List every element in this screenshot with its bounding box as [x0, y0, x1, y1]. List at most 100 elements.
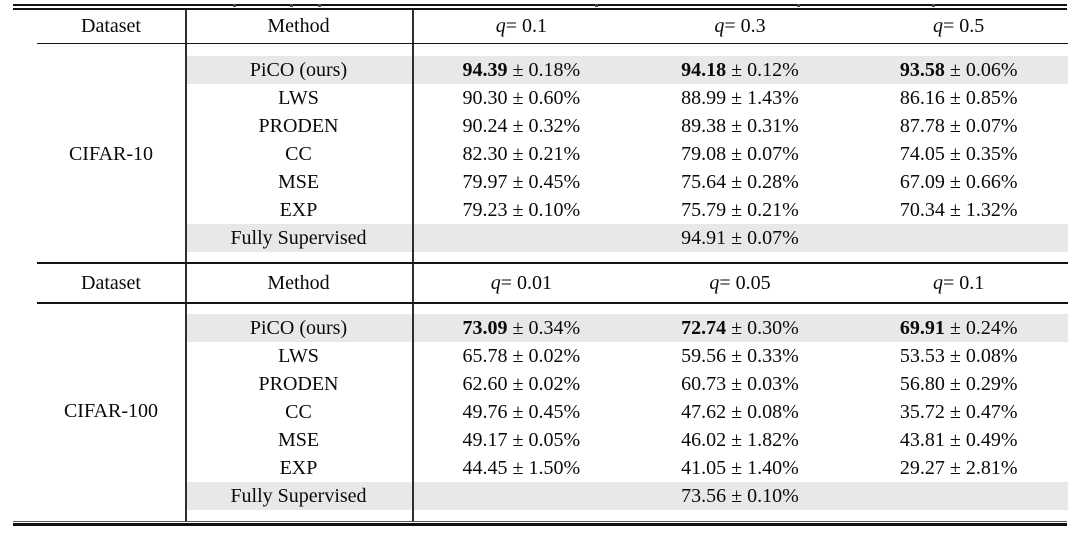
method-cell-pico: PiCO (ours): [185, 313, 412, 342]
dataset-column-header: Dataset: [81, 14, 141, 37]
accuracy-std: ± 0.47%: [944, 400, 1018, 423]
value-cell: 79.97 ± 0.45%: [412, 168, 631, 196]
accuracy-std: ± 0.08%: [944, 344, 1018, 367]
method-cell: MSE: [277, 428, 320, 451]
method-column-header: Method: [267, 271, 330, 294]
accuracy-mean: 60.73: [681, 372, 727, 395]
value-cell: 74.05 ± 0.35%: [849, 140, 1068, 168]
dataset-column-header: Dataset: [81, 271, 141, 294]
value-cell: 82.30 ± 0.21%: [412, 140, 631, 168]
caption-descender-fragment: [595, 4, 598, 7]
value-cell: 72.74 ± 0.30%: [630, 313, 850, 342]
accuracy-std: ± 0.85%: [944, 87, 1018, 110]
accuracy-std: ± 0.66%: [944, 171, 1018, 194]
value-cell: 75.79 ± 0.21%: [631, 196, 850, 224]
table-bottom-double-rule: [13, 520, 1067, 527]
q-value: = 0.05: [719, 271, 771, 294]
q-value: = 0.1: [505, 14, 547, 37]
method-cell-pico: PiCO (ours): [185, 56, 412, 85]
method-cell: LWS: [278, 87, 319, 110]
accuracy-mean: 79.08: [681, 143, 727, 166]
q-variable: q: [495, 14, 506, 37]
accuracy-std: ± 0.08%: [726, 400, 799, 423]
accuracy-std: ± 0.45%: [507, 400, 581, 423]
accuracy-std: ± 0.33%: [726, 344, 799, 367]
method-cell: EXP: [279, 199, 318, 222]
value-cell: 59.56 ± 0.33%: [631, 342, 850, 370]
value-cell: 47.62 ± 0.08%: [631, 398, 850, 426]
accuracy-mean: 90.30: [462, 87, 508, 110]
value-cell: 86.16 ± 0.85%: [849, 84, 1068, 112]
accuracy-mean: 62.60: [462, 372, 508, 395]
accuracy-std: ± 0.10%: [507, 199, 581, 222]
accuracy-std: ± 0.32%: [507, 115, 581, 138]
accuracy-mean: 86.16: [899, 87, 945, 110]
value-cell: 49.76 ± 0.45%: [412, 398, 631, 426]
q-value: = 0.3: [724, 14, 766, 37]
column-divider: [185, 303, 187, 521]
q-column-header: q = 0.05: [631, 264, 850, 302]
value-cell: 67.09 ± 0.66%: [849, 168, 1068, 196]
dataset-label: CIFAR-10: [68, 142, 154, 165]
accuracy-mean: 41.05: [681, 456, 727, 479]
accuracy-std: ± 0.35%: [944, 143, 1018, 166]
accuracy-mean: 53.53: [899, 344, 945, 367]
accuracy-std: ± 0.02%: [507, 344, 581, 367]
column-divider: [185, 44, 187, 263]
caption-descender-fragment: [233, 4, 236, 7]
accuracy-std: ± 0.21%: [507, 143, 581, 166]
value-cell: 90.24 ± 0.32%: [412, 112, 631, 140]
value-cell: 87.78 ± 0.07%: [849, 112, 1068, 140]
value-cell: 62.60 ± 0.02%: [412, 370, 631, 398]
fully-supervised-value: 73.56 ± 0.10%: [412, 481, 1068, 510]
cifar100-header-row: Dataset Method q = 0.01 q = 0.05 q = 0.1: [37, 264, 1068, 303]
column-divider: [412, 303, 414, 521]
q-variable: q: [490, 271, 501, 294]
accuracy-std: ± 1.32%: [944, 199, 1018, 222]
accuracy-std: ± 1.82%: [726, 428, 799, 451]
method-column-header: Method: [267, 14, 330, 37]
method-cell: EXP: [279, 456, 318, 479]
method-cell-fully-supervised: Fully Supervised: [185, 224, 412, 253]
accuracy-mean: 94.18: [681, 59, 727, 82]
accuracy-std: ± 0.07%: [726, 143, 799, 166]
accuracy-mean: 67.09: [899, 171, 945, 194]
q-value: = 0.1: [943, 271, 985, 294]
value-cell: 90.30 ± 0.60%: [412, 84, 631, 112]
accuracy-mean: 43.81: [899, 428, 945, 451]
accuracy-mean: 82.30: [462, 143, 508, 166]
method-cell: LWS: [278, 344, 319, 367]
fully-supervised-value: 94.91 ± 0.07%: [412, 224, 1068, 253]
accuracy-std: ± 0.34%: [507, 316, 581, 339]
table-body-grid: CIFAR-100 PiCO (ours) 73.09 ± 0.34% 72.7…: [37, 303, 1068, 521]
value-cell: 29.27 ± 2.81%: [849, 454, 1068, 482]
table-top-double-rule: [13, 4, 1067, 10]
header-rule: [37, 42, 1068, 45]
accuracy-std: ± 0.02%: [507, 372, 581, 395]
accuracy-mean: 70.34: [899, 199, 945, 222]
accuracy-mean: 35.72: [899, 400, 945, 423]
value-cell: 93.58 ± 0.06%: [849, 56, 1068, 85]
accuracy-mean: 46.02: [681, 428, 727, 451]
cifar10-table: Dataset Method q = 0.1 q = 0.3 q = 0.5: [37, 9, 1068, 43]
method-cell-fully-supervised: Fully Supervised: [185, 481, 412, 510]
accuracy-mean: 44.45: [462, 456, 508, 479]
accuracy-std: ± 0.06%: [944, 59, 1018, 82]
accuracy-mean: 87.78: [899, 115, 945, 138]
method-cell: CC: [285, 143, 312, 166]
accuracy-mean: 59.56: [681, 344, 727, 367]
accuracy-std: ± 0.29%: [944, 372, 1018, 395]
value-cell: 41.05 ± 1.40%: [631, 454, 850, 482]
value-cell: 44.45 ± 1.50%: [412, 454, 631, 482]
accuracy-mean: 69.91: [899, 316, 945, 339]
q-value: = 0.5: [943, 14, 985, 37]
accuracy-mean: 88.99: [681, 87, 727, 110]
accuracy-std: ± 1.50%: [507, 456, 581, 479]
accuracy-std: ± 1.40%: [726, 456, 799, 479]
method-cell: PRODEN: [258, 372, 339, 395]
accuracy-std: ± 0.05%: [507, 428, 581, 451]
accuracy-std: ± 2.81%: [944, 456, 1018, 479]
column-divider: [412, 264, 414, 303]
accuracy-std: ± 0.21%: [726, 199, 799, 222]
value-cell: 79.08 ± 0.07%: [631, 140, 850, 168]
